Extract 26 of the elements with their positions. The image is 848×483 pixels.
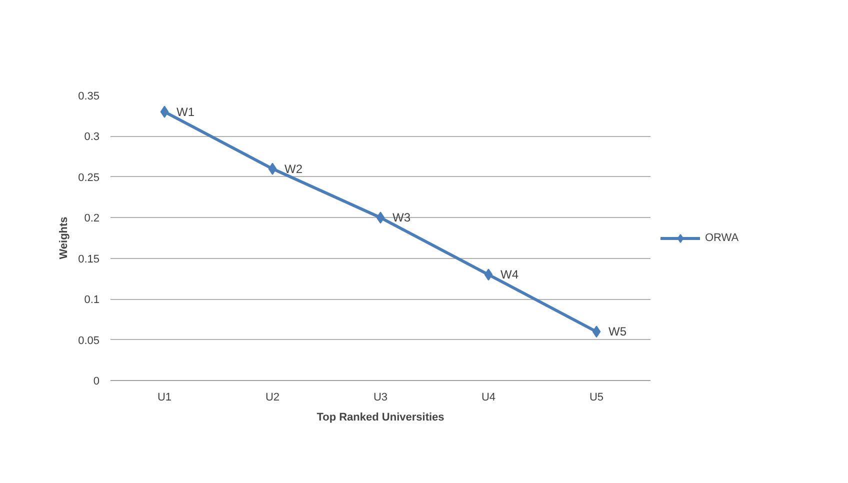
annotation: W3	[392, 210, 411, 225]
x-tick-label: U2	[265, 392, 280, 404]
y-tick-label: 0	[93, 376, 100, 388]
point	[376, 212, 385, 224]
annotation: W5	[608, 324, 627, 339]
point	[592, 326, 601, 338]
annotation: W2	[284, 162, 303, 176]
y-tick-label: 0.35	[78, 90, 100, 102]
annotation: W1	[176, 104, 195, 119]
y-tick-label: 0.2	[84, 212, 100, 225]
x-tick-label: U3	[373, 392, 388, 404]
x-tick-label: U4	[481, 392, 496, 404]
point	[484, 268, 493, 281]
annotation: W4	[500, 268, 519, 282]
y-tick-label: 0.1	[84, 294, 100, 306]
x-tick-label: U5	[589, 392, 604, 404]
y-tick-label: 0.3	[84, 131, 100, 144]
y-axis-title: Weights	[58, 216, 70, 260]
x-tick-label: U1	[157, 392, 172, 404]
y-tick-label: 0.15	[78, 253, 100, 266]
y-tick-label: 0.05	[78, 334, 100, 347]
y-tick-label: 0.25	[78, 172, 100, 184]
x-axis-title: Top Ranked Universities	[316, 412, 444, 424]
point	[160, 106, 169, 118]
legend-label: ORWA	[705, 232, 739, 244]
point	[268, 162, 277, 175]
